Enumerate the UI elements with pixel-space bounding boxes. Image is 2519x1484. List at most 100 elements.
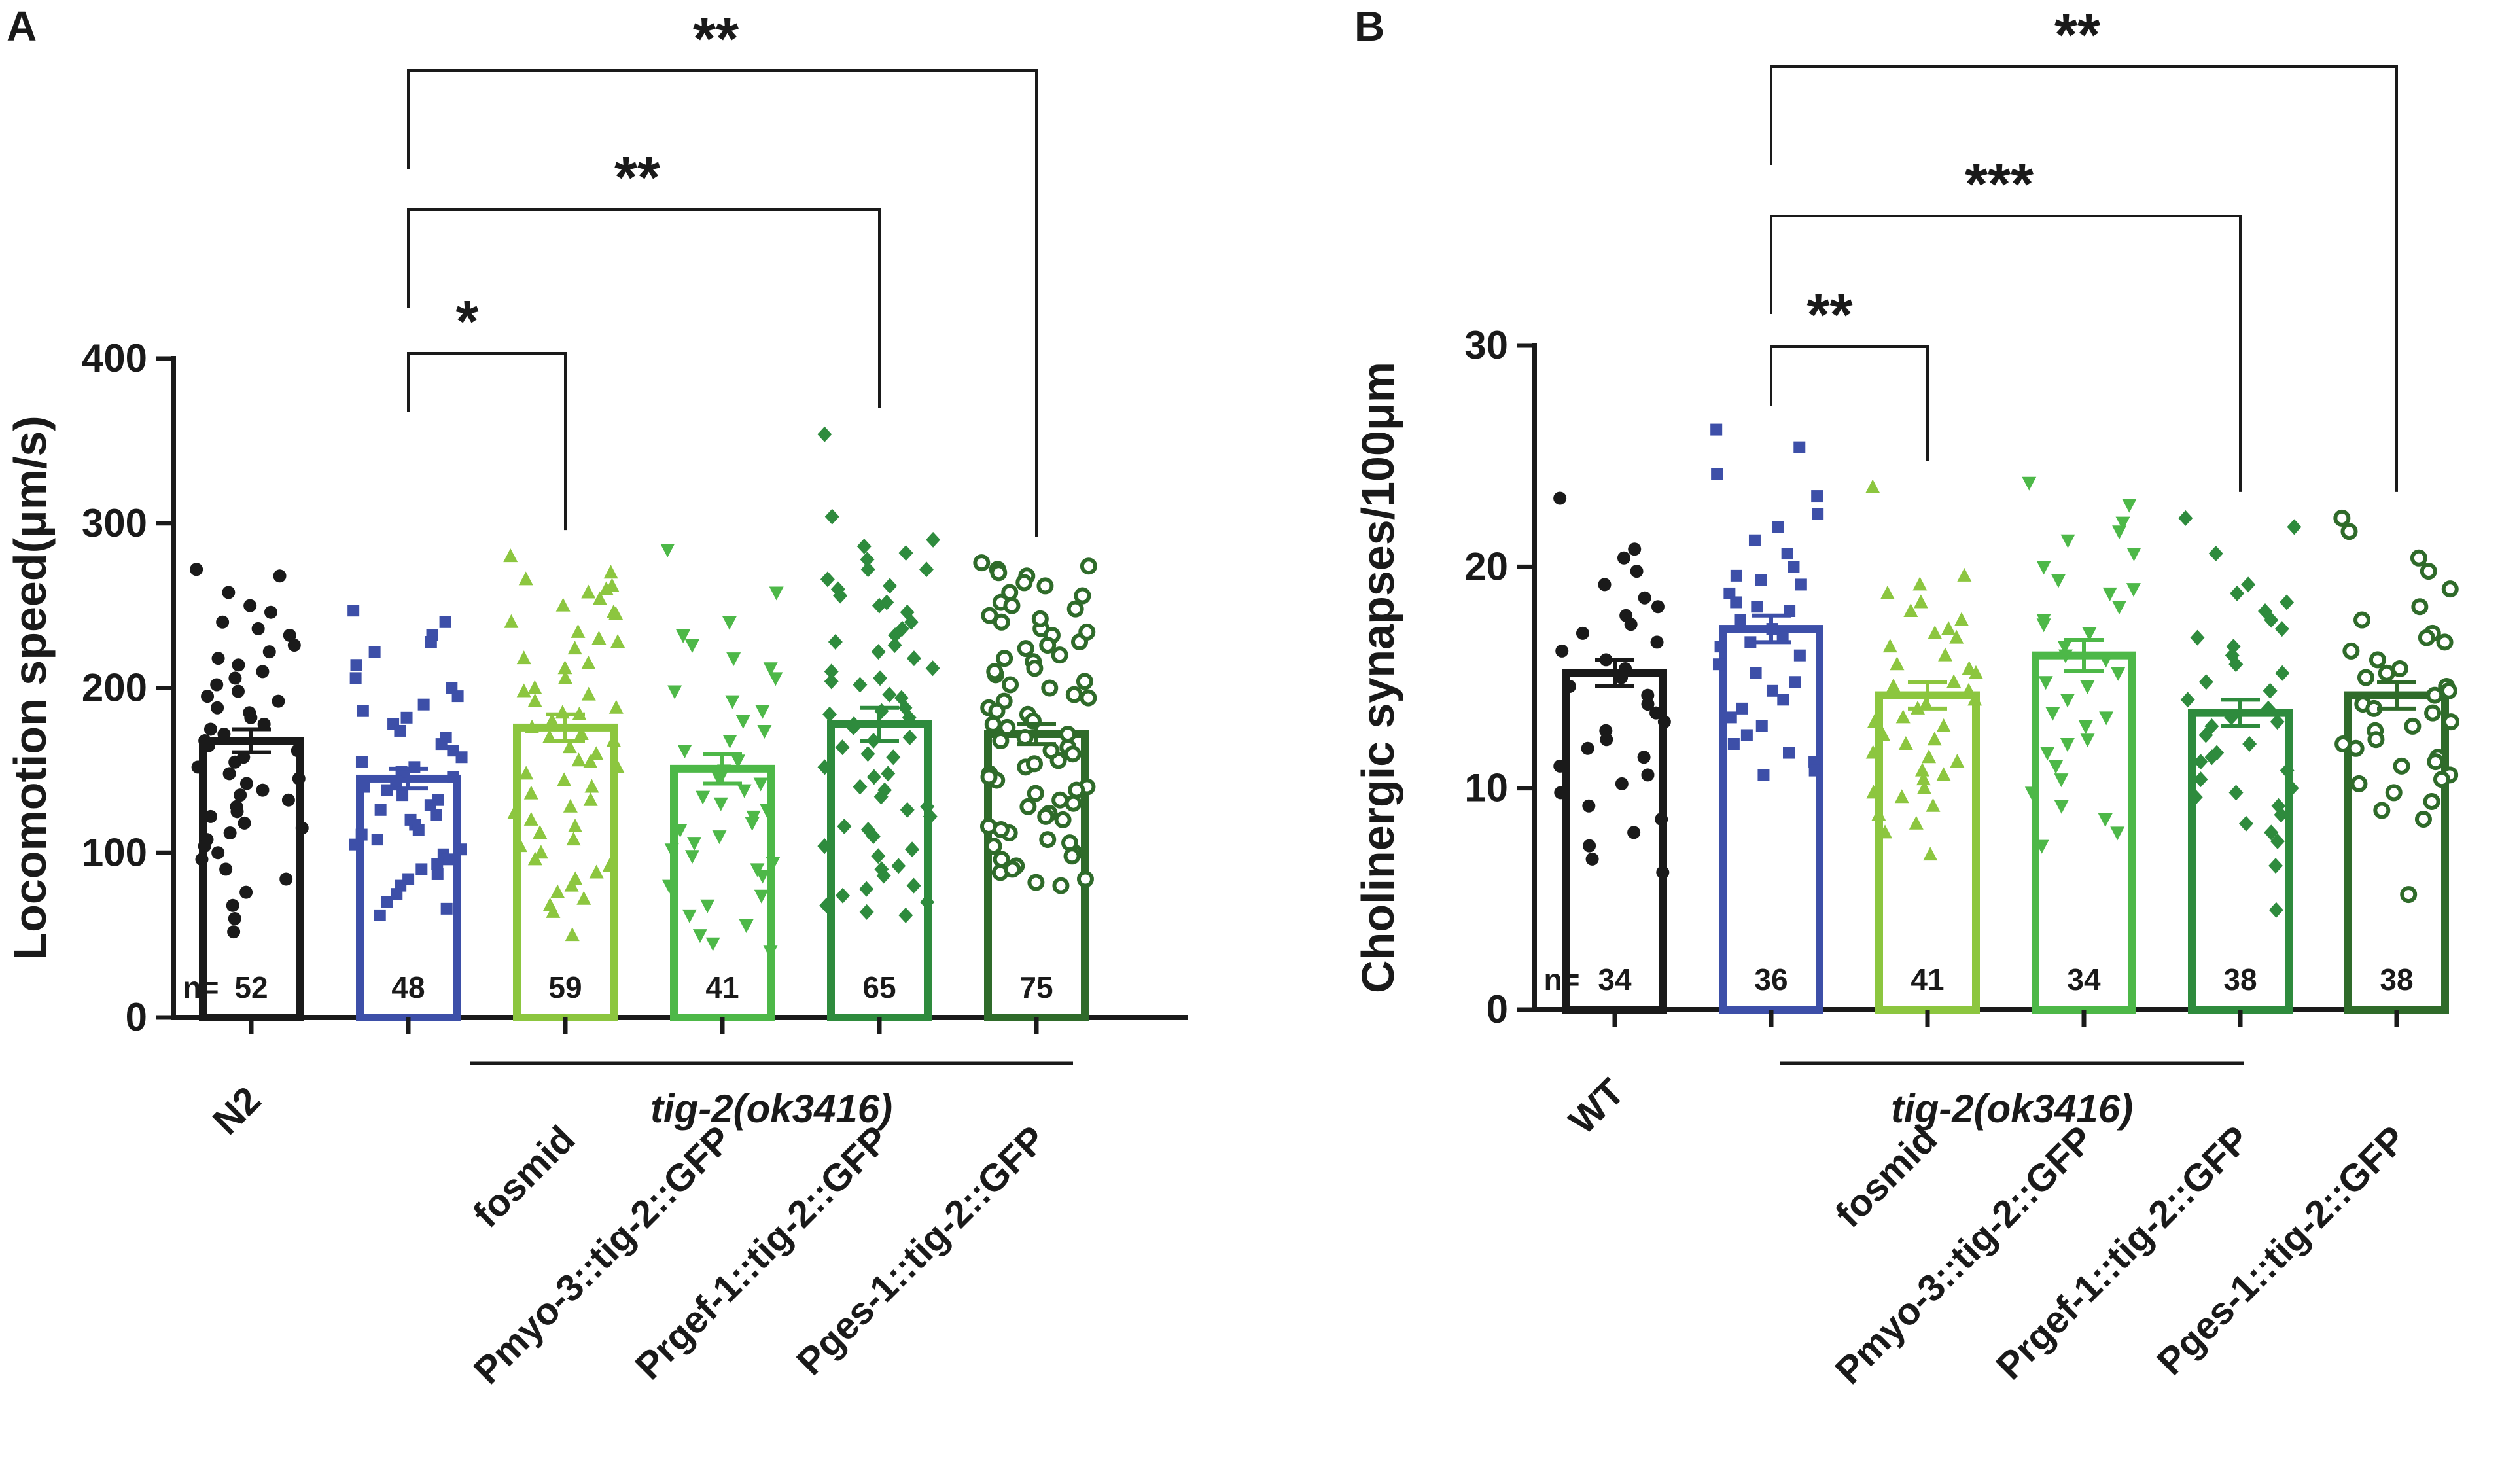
data-point (1922, 749, 1937, 764)
data-point (2441, 580, 2459, 598)
data-point (374, 909, 386, 921)
data-point (292, 771, 306, 785)
data-point (882, 686, 897, 703)
data-point (568, 818, 583, 832)
data-point (1755, 574, 1767, 586)
data-point (1080, 689, 1097, 707)
data-point (1936, 718, 1951, 732)
data-point (873, 670, 888, 686)
data-point (824, 673, 839, 690)
data-point (673, 824, 688, 838)
data-point (523, 811, 538, 826)
significance-bracket (1770, 345, 1929, 461)
n-label-bg (695, 966, 750, 1007)
data-point (871, 848, 886, 864)
data-point (1795, 578, 1807, 591)
data-point (2078, 720, 2093, 734)
significance-label: *** (1965, 152, 2034, 217)
data-point (1751, 601, 1763, 613)
data-point (198, 839, 211, 853)
significance-label: ** (693, 7, 739, 72)
data-point (357, 705, 369, 717)
y-tick-label: 10 (1464, 766, 1508, 810)
data-point (1041, 679, 1059, 697)
data-point (1576, 626, 1589, 640)
data-point (1052, 877, 1070, 894)
significance-bracket (407, 352, 567, 531)
data-point (571, 624, 586, 638)
data-point (1730, 596, 1742, 609)
data-point (516, 683, 531, 698)
data-point (281, 793, 295, 807)
data-point (1649, 706, 1663, 720)
data-point (2051, 574, 2066, 588)
y-tick-label: 0 (126, 995, 147, 1039)
data-point (2411, 598, 2429, 616)
data-point (603, 565, 618, 579)
data-point (2280, 762, 2295, 779)
data-point (440, 902, 453, 915)
data-point (608, 699, 624, 714)
data-point (981, 607, 998, 624)
data-point (1657, 715, 1671, 729)
data-point (2420, 563, 2437, 580)
data-point (853, 677, 868, 693)
data-point (713, 797, 728, 811)
data-point (722, 616, 737, 630)
data-point (1968, 665, 1983, 679)
data-point (1714, 641, 1727, 653)
data-point (518, 571, 533, 586)
data-point (230, 805, 244, 819)
data-point (2224, 709, 2239, 726)
group-label: tig-2(ok3416) (650, 1087, 892, 1131)
data-point (2242, 736, 2257, 752)
data-point (1711, 468, 1723, 480)
data-point (243, 599, 257, 612)
data-point (920, 894, 935, 910)
data-point (894, 620, 909, 637)
data-point (2054, 800, 2069, 814)
data-point (2275, 665, 2290, 681)
data-point (523, 785, 538, 800)
data-point (1755, 720, 1768, 732)
data-point (190, 563, 203, 576)
data-point (1710, 423, 1723, 436)
data-point (993, 613, 1010, 631)
data-point (2057, 641, 2072, 655)
data-point (507, 805, 522, 819)
data-point (1553, 759, 1567, 773)
data-point (1003, 597, 1021, 614)
n-label-bg (852, 966, 907, 1007)
data-point (610, 759, 625, 773)
data-point (228, 911, 241, 925)
data-point (347, 605, 360, 617)
data-point (2110, 826, 2125, 841)
data-point (1866, 785, 1881, 799)
n-label-bg (1009, 966, 1064, 1007)
significance-bracket (407, 208, 881, 408)
data-point (696, 790, 711, 805)
data-point (2280, 594, 2295, 610)
data-point (1938, 647, 1953, 662)
data-point (828, 634, 843, 650)
data-point (571, 752, 586, 767)
y-tick-label: 30 (1464, 323, 1508, 367)
data-point (504, 614, 519, 628)
data-point (2188, 789, 2203, 805)
data-point (417, 698, 430, 711)
data-point (1957, 567, 1972, 582)
data-point (980, 768, 998, 786)
data-point (1598, 578, 1612, 592)
data-point (2264, 612, 2279, 628)
n-label-bg (1900, 959, 1955, 999)
data-point (1066, 600, 1084, 618)
data-point (1581, 741, 1594, 755)
data-point (731, 754, 746, 769)
data-point (599, 581, 614, 595)
data-point (1812, 508, 1824, 520)
data-point (2238, 815, 2253, 832)
data-point (256, 665, 270, 679)
data-point (565, 927, 580, 942)
data-point (859, 904, 874, 920)
